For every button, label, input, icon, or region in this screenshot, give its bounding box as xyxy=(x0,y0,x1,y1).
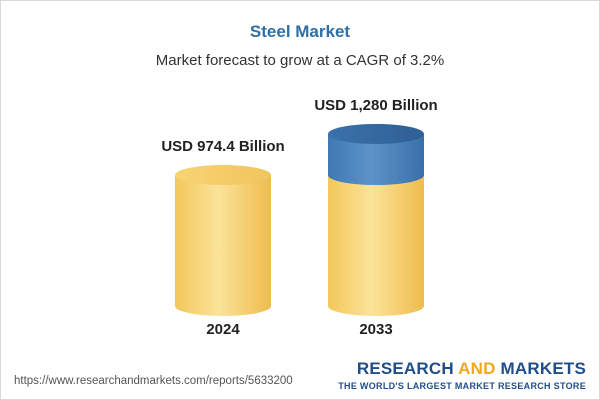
bar-2033-growth-body xyxy=(328,133,424,186)
bar-2033-growth-top xyxy=(328,123,424,144)
brand-word-markets: MARKETS xyxy=(500,359,586,378)
x-tick-label-2024: 2024 xyxy=(206,321,240,338)
brand-word-and: AND xyxy=(458,359,496,378)
bar-2024-body xyxy=(175,175,271,316)
brand-word-research: RESEARCH xyxy=(356,359,454,378)
chart-subtitle: Market forecast to grow at a CAGR of 3.2… xyxy=(155,52,445,69)
chart-title: Steel Market xyxy=(249,22,351,41)
brand-name: RESEARCH AND MARKETS xyxy=(338,360,586,378)
bar-2024-top xyxy=(175,165,271,186)
x-tick-label-2033: 2033 xyxy=(359,321,392,338)
data-label-2024: USD 974.4 Billion xyxy=(161,138,284,155)
data-label-2033: USD 1,280 Billion xyxy=(314,97,437,114)
source-url[interactable]: https://www.researchandmarkets.com/repor… xyxy=(14,375,293,387)
bar-2033-base-body xyxy=(328,175,424,316)
brand-logo: RESEARCH AND MARKETS THE WORLD'S LARGEST… xyxy=(338,360,586,392)
brand-tagline: THE WORLD'S LARGEST MARKET RESEARCH STOR… xyxy=(338,381,586,391)
